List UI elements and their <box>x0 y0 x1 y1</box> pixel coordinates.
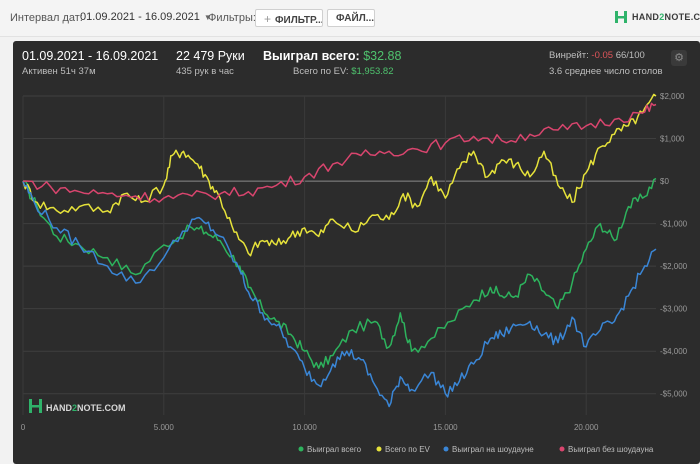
winrate-tables: 66/100 <box>615 50 645 61</box>
y-tick-label: $1,000 <box>660 135 685 144</box>
chart-grid <box>22 95 656 415</box>
series-lines <box>22 93 657 408</box>
series-line-0 <box>22 177 657 369</box>
legend-label: Всего по EV <box>385 445 431 454</box>
ev-value: $1,953.82 <box>351 66 394 77</box>
legend-marker <box>298 446 304 452</box>
won-value: $32.88 <box>363 49 402 63</box>
date-range-value: 01.09.2021 - 16.09.2021 <box>80 11 200 23</box>
legend-marker <box>376 446 382 452</box>
filter-button[interactable]: + ФИЛЬТР... <box>255 9 323 27</box>
watermark-text: HAND2NOTE.COM <box>46 403 126 413</box>
active-time: Активен 51ч 37м <box>22 66 96 77</box>
period-text: 01.09.2021 - 16.09.2021 <box>22 49 159 63</box>
hand2note-logo: HAND2NOTE.COM <box>614 10 700 24</box>
won-total: Выиграл всего: $32.88 <box>263 49 401 63</box>
winrate-label: Винрейт: <box>549 50 589 61</box>
filters-label: Фильтры: <box>208 12 256 24</box>
y-tick-label: $0 <box>660 177 669 186</box>
chart: $2,000 $1,000 $0 -$1,000 -$2,000 -$3,000 -$4,0… <box>21 92 688 454</box>
series-line-3 <box>23 102 657 204</box>
series-line-2 <box>22 180 657 408</box>
legend-label: Выиграл всего <box>307 445 362 454</box>
top-toolbar: Интервал дат: 01.09.2021 - 16.09.2021 ▼ Ф… <box>0 0 700 37</box>
legend-item-0: Выиграл всего <box>298 445 362 454</box>
chevron-down-icon: ▼ <box>203 13 212 22</box>
y-tick-label: -$3,000 <box>660 305 688 314</box>
avg-tables: 3.6 среднее число столов <box>549 66 663 77</box>
filter-button-label: ФИЛЬТР... <box>275 15 323 26</box>
y-tick-label: $2,000 <box>660 92 685 101</box>
hands-per-hour: 435 рук в час <box>176 66 234 77</box>
y-axis: $2,000 $1,000 $0 -$1,000 -$2,000 -$3,000 -$4,0… <box>660 92 688 399</box>
y-tick-label: -$5,000 <box>660 390 688 399</box>
legend-marker <box>559 446 565 452</box>
logo-text: HAND2NOTE.COM <box>632 12 700 22</box>
x-tick-label: 5.000 <box>154 423 175 432</box>
series-line-1 <box>22 93 657 257</box>
winrate: Винрейт: -0.05 66/100 <box>549 50 645 61</box>
hand2note-logo-icon <box>615 11 627 23</box>
x-axis: 0 5.000 10.000 15.000 20.000 <box>21 423 599 432</box>
file-button-label: ФАЙЛ... <box>336 13 375 24</box>
legend: Выиграл всего Всего по EV Выиграл на шоуда… <box>298 445 654 454</box>
x-tick-label: 20.000 <box>574 423 599 432</box>
x-tick-label: 0 <box>21 423 26 432</box>
watermark: HAND2NOTE.COM <box>29 399 126 413</box>
legend-label: Выиграл на шоудауне <box>452 445 534 454</box>
legend-marker <box>443 446 449 452</box>
ev-total: Всего по EV: $1,953.82 <box>293 66 393 77</box>
plus-icon: + <box>264 12 272 26</box>
graph-panel: 01.09.2021 - 16.09.2021 Активен 51ч 37м … <box>13 41 700 464</box>
interval-label: Интервал дат: <box>10 12 83 24</box>
watermark-logo-icon <box>29 399 42 413</box>
y-tick-label: -$2,000 <box>660 262 688 271</box>
y-tick-label: -$4,000 <box>660 347 688 356</box>
y-tick-label: -$1,000 <box>660 220 688 229</box>
x-tick-label: 15.000 <box>433 423 458 432</box>
won-label: Выиграл всего: <box>263 49 360 63</box>
winrate-value: -0.05 <box>591 50 614 61</box>
legend-label: Выиграл без шоудауна <box>568 445 654 454</box>
date-range-select[interactable]: 01.09.2021 - 16.09.2021 ▼ <box>80 11 212 23</box>
gear-icon[interactable]: ⚙ <box>671 50 687 66</box>
legend-item-2: Выиграл на шоудауне <box>443 445 534 454</box>
legend-item-1: Всего по EV <box>376 445 431 454</box>
x-tick-label: 10.000 <box>292 423 317 432</box>
file-button[interactable]: ФАЙЛ... <box>327 9 375 27</box>
hands-count: 22 479 Руки <box>176 49 245 63</box>
legend-item-3: Выиграл без шоудауна <box>559 445 654 454</box>
ev-label: Всего по EV: <box>293 66 349 77</box>
